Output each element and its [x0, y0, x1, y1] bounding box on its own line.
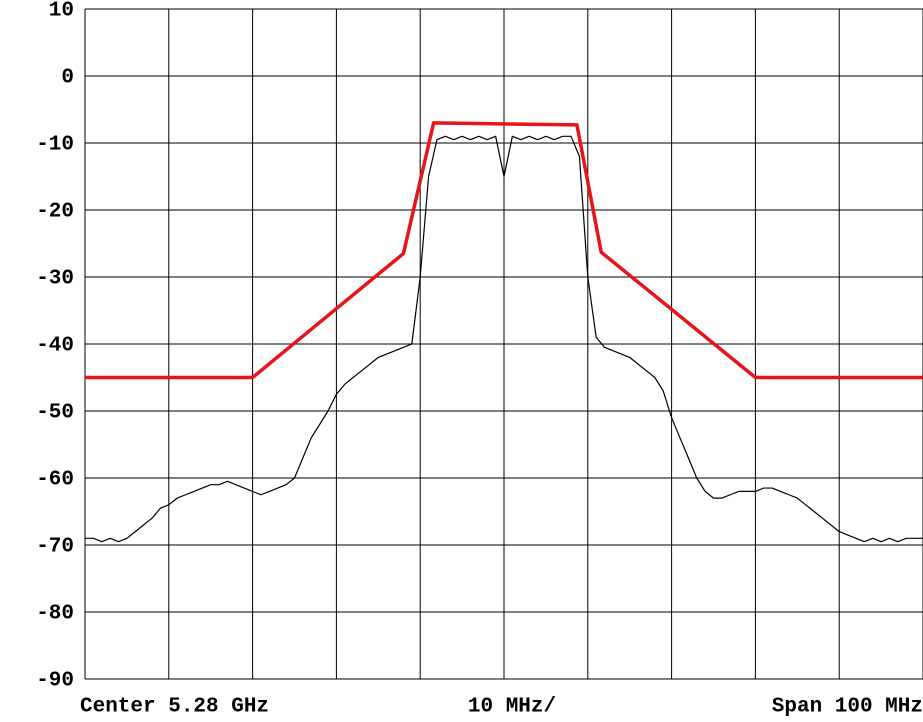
y-tick-label: -30 [36, 268, 74, 291]
y-tick-label: -80 [36, 603, 74, 626]
x-label-center: 10 MHz/ [468, 696, 556, 719]
trace [85, 135, 923, 543]
y-tick-label: -90 [36, 670, 74, 693]
y-tick-label: 10 [49, 0, 74, 23]
y-tick-label: -60 [36, 469, 74, 492]
y-tick-label: -20 [36, 201, 74, 224]
trace [85, 121, 923, 380]
y-tick-label: -70 [36, 536, 74, 559]
y-tick-label: -40 [36, 335, 74, 358]
x-label-right: Span 100 MHz [772, 696, 923, 719]
y-tick-label: -50 [36, 402, 74, 425]
y-tick-label: 0 [61, 67, 74, 90]
y-tick-label: -10 [36, 134, 74, 157]
x-label-left: Center 5.28 GHz [80, 696, 269, 719]
